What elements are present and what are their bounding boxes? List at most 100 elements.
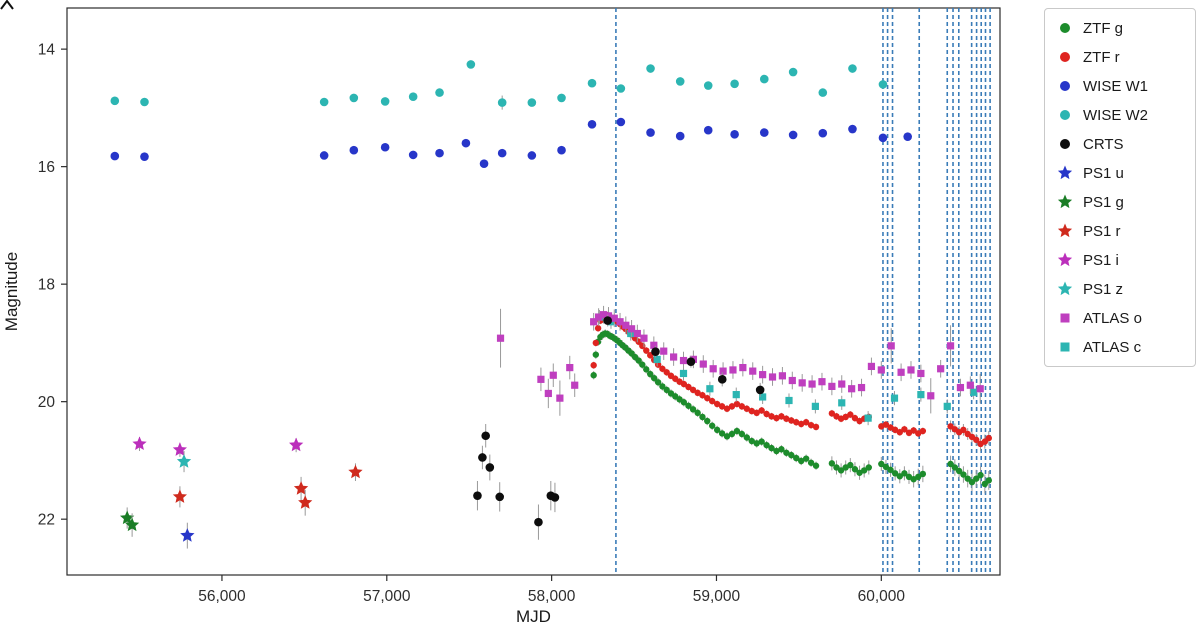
data-point	[848, 64, 857, 73]
x-axis-label: MJD	[516, 607, 551, 626]
star-marker-icon	[1057, 281, 1073, 296]
data-point	[717, 375, 727, 384]
data-point	[616, 117, 626, 127]
legend-item: PS1 i	[1055, 249, 1185, 271]
data-point	[878, 133, 888, 143]
legend: ZTF g ZTF r WISE W1 WISE W2 CRTS PS1 u PS1 g PS…	[1044, 8, 1196, 367]
data-point	[537, 375, 545, 383]
data-point	[703, 81, 713, 90]
data-point	[599, 311, 608, 319]
data-point	[495, 492, 505, 502]
data-point	[709, 365, 717, 373]
data-point	[557, 93, 566, 103]
legend-item: PS1 g	[1055, 191, 1185, 213]
data-point	[778, 446, 785, 453]
data-point	[704, 394, 711, 402]
data-point	[718, 430, 726, 437]
series-ztf-g	[590, 329, 992, 494]
legend-item: ZTF g	[1055, 17, 1185, 39]
x-tick-label: 56,000	[198, 588, 246, 605]
data-point	[759, 393, 767, 401]
data-point	[977, 471, 984, 479]
data-point	[759, 128, 769, 137]
data-point	[729, 366, 737, 374]
data-point	[723, 405, 731, 412]
data-point	[319, 151, 329, 160]
data-point	[497, 148, 507, 158]
data-point	[783, 449, 790, 456]
data-point	[788, 417, 795, 424]
data-point	[650, 341, 658, 349]
data-point	[679, 356, 688, 365]
data-point	[812, 423, 820, 431]
data-point	[550, 493, 560, 502]
data-point	[718, 403, 726, 410]
data-point	[730, 79, 739, 89]
data-point	[527, 151, 537, 160]
series-ps1-r	[172, 463, 363, 516]
data-point	[616, 84, 626, 93]
crop-artifact-mark	[0, 0, 14, 10]
legend-item: CRTS	[1055, 133, 1185, 155]
data-point	[851, 414, 859, 422]
data-point	[891, 470, 899, 477]
data-point	[319, 97, 329, 107]
data-point	[768, 373, 777, 381]
data-point	[479, 159, 489, 169]
legend-label: CRTS	[1083, 135, 1124, 153]
data-point	[860, 467, 868, 474]
data-point	[639, 361, 646, 368]
data-point	[937, 365, 945, 373]
data-point	[703, 125, 713, 135]
data-point	[408, 150, 418, 160]
data-point	[140, 152, 149, 161]
data-point	[675, 77, 685, 86]
data-point	[481, 431, 490, 441]
data-point	[380, 142, 390, 152]
data-point	[828, 382, 836, 390]
data-point	[675, 131, 685, 141]
data-point	[976, 385, 984, 393]
data-point	[646, 64, 655, 73]
y-axis-label: Magnitude	[2, 252, 21, 331]
data-point	[733, 400, 741, 408]
data-point	[549, 371, 557, 379]
data-point	[650, 374, 658, 382]
data-point	[968, 478, 976, 486]
data-point	[749, 367, 757, 375]
series-ps1-u	[180, 522, 195, 549]
data-point	[733, 427, 741, 435]
legend-label: ZTF g	[1083, 19, 1123, 37]
data-point	[699, 392, 706, 399]
data-point	[857, 383, 866, 392]
data-point	[640, 334, 648, 342]
data-point	[706, 385, 714, 393]
data-point	[604, 312, 613, 320]
legend-label: PS1 u	[1083, 164, 1124, 182]
data-point	[793, 454, 800, 462]
data-point	[738, 403, 746, 410]
data-point	[828, 460, 836, 467]
data-point	[594, 325, 602, 332]
series-ps1-g	[120, 507, 140, 537]
data-point	[783, 415, 790, 422]
data-point	[643, 366, 650, 373]
data-point	[882, 463, 890, 471]
data-point	[728, 403, 736, 410]
data-point	[778, 372, 787, 380]
data-point	[348, 464, 363, 479]
series-ps1-z	[176, 451, 192, 473]
series-wise-w2	[110, 60, 888, 110]
data-point	[773, 414, 780, 422]
data-point	[910, 427, 917, 434]
data-point	[887, 466, 894, 474]
data-point	[818, 128, 828, 138]
data-point	[778, 413, 785, 420]
data-point	[847, 461, 854, 469]
data-point	[730, 130, 739, 139]
legend-item: PS1 z	[1055, 278, 1185, 300]
data-point	[566, 363, 574, 372]
legend-label: PS1 i	[1083, 251, 1119, 269]
data-point	[985, 477, 992, 484]
light-curve-plot: 56,000 57,000 58,000 59,000 60,000 14 16 18 20 22…	[2, 7, 1001, 626]
